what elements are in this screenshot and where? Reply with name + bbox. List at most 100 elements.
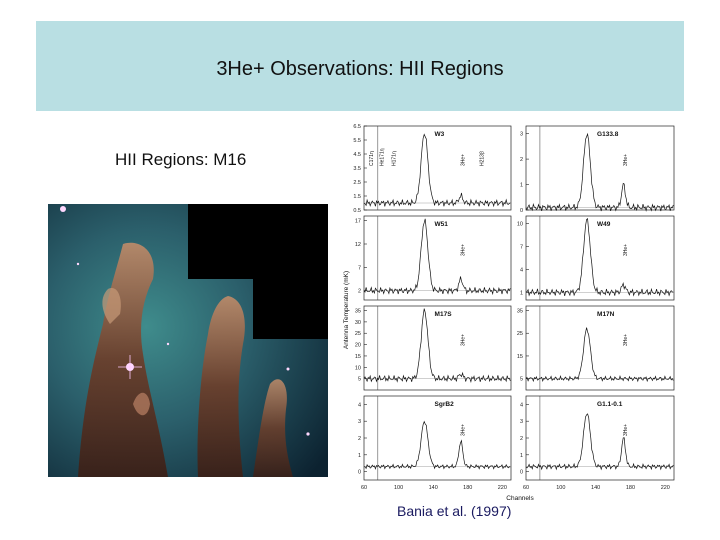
panel-name: G1.1-0.1: [597, 401, 623, 408]
y-tick-label: 12: [355, 242, 361, 248]
spectrum-line: [363, 308, 511, 384]
line-label: 3He+: [461, 424, 467, 436]
x-tick-label: 220: [498, 485, 507, 491]
spectrum-line: [363, 133, 511, 208]
y-tick-label: 1: [520, 183, 523, 189]
line-label: 3He+: [623, 154, 629, 166]
x-tick-label: 60: [361, 485, 367, 491]
spectrum-panel: 0 1 2 3 G133.8 3He+: [520, 125, 675, 214]
spectrum-panel: 1 4 7 10 W49 3He+: [517, 215, 675, 301]
line-label: He171η: [379, 148, 385, 166]
x-tick-label: 140: [429, 485, 438, 491]
y-tick-label: 0.5: [353, 208, 361, 214]
spectrum-panel: 0 1 2 3 4 G1.1-0.1 3He+: [520, 395, 675, 481]
y-tick-label: 1: [358, 453, 361, 459]
panel-name: M17N: [597, 311, 615, 318]
y-tick-label: 4.5: [353, 152, 361, 158]
y-tick-label: 1: [520, 453, 523, 459]
y-tick-label: 7: [520, 245, 523, 251]
panel-frame: [363, 125, 512, 211]
panel-name: W49: [597, 221, 611, 228]
y-tick-label: 35: [517, 309, 523, 315]
y-tick-label: 2: [520, 157, 523, 163]
y-tick-label: 10: [355, 365, 361, 371]
3he-spectra-chart: 0.5 1.5 2.5 3.5 4.5 5.5 6.5 W3 C171η He171η H171η 3…: [343, 124, 675, 500]
title-bar: 3He+ Observations: HII Regions: [36, 21, 684, 111]
panel-frame: [363, 305, 512, 391]
slide-subtitle: HII Regions: M16: [115, 150, 247, 169]
y-tick-label: 2: [520, 436, 523, 442]
y-tick-label: 3: [520, 132, 523, 138]
x-tick-label: 180: [626, 485, 635, 491]
y-tick-label: 0: [520, 208, 523, 214]
y-tick-label: 30: [355, 320, 361, 326]
panel-frame: [525, 215, 675, 301]
citation: Bania et al. (1997): [397, 503, 512, 519]
panel-name: SgrB2: [435, 401, 455, 408]
line-label: 3He+: [623, 424, 629, 436]
spectrum-line: [363, 218, 511, 296]
x-tick-label: 100: [394, 485, 403, 491]
x-tick-label: 100: [556, 485, 565, 491]
y-tick-label: 4: [520, 267, 523, 273]
y-tick-label: 3.5: [353, 166, 361, 172]
panel-frame: [525, 125, 675, 211]
y-tick-label: 7: [358, 265, 361, 271]
spectrum-line: [526, 218, 674, 297]
y-tick-label: 2.5: [353, 180, 361, 186]
y-tick-label: 3: [520, 419, 523, 425]
y-tick-label: 25: [517, 331, 523, 337]
spectrum-panel: 2 7 12 17 W51 3He+: [355, 215, 512, 301]
line-label: 3He+: [623, 244, 629, 256]
y-tick-label: 5: [520, 377, 523, 383]
y-tick-label: 15: [355, 354, 361, 360]
panel-name: M17S: [435, 311, 453, 318]
y-tick-label: 5: [358, 377, 361, 383]
x-tick-label: 220: [661, 485, 670, 491]
panel-name: G133.8: [597, 131, 619, 138]
line-label: 3He+: [461, 154, 467, 166]
y-tick-label: 4: [358, 402, 361, 408]
spectrum-panel: 0.5 1.5 2.5 3.5 4.5 5.5 6.5 W3 C171η He171η H171η 3…: [353, 124, 512, 214]
eagle-nebula-pillars-image: [48, 204, 328, 477]
line-label: C171η: [369, 151, 375, 166]
y-tick-label: 0: [520, 470, 523, 476]
spectrum-line: [525, 413, 674, 471]
y-tick-label: 5.5: [353, 138, 361, 144]
y-tick-label: 3: [358, 419, 361, 425]
spectrum-line: [525, 327, 674, 383]
slide-title: 3He+ Observations: HII Regions: [216, 58, 504, 80]
line-label: 3He+: [623, 334, 629, 346]
panel-frame: [525, 305, 675, 391]
y-tick-label: 0: [358, 470, 361, 476]
panel-name: W3: [435, 131, 445, 138]
x-tick-label: 140: [591, 485, 600, 491]
spectrum-panel: 5 15 25 35 M17N 3He+: [517, 305, 675, 391]
y-tick-label: 1.5: [353, 194, 361, 200]
y-tick-label: 2: [358, 289, 361, 295]
spectrum-line: [525, 132, 674, 212]
y-tick-label: 10: [517, 222, 523, 228]
spectrum-line: [363, 420, 511, 470]
line-label: 3He+: [461, 244, 467, 256]
spectrum-panel: 5 10 15 20 25 30 35 M17S 3He+: [355, 305, 512, 391]
y-tick-label: 4: [520, 402, 523, 408]
y-tick-label: 15: [517, 354, 523, 360]
panel-name: W51: [435, 221, 449, 228]
panel-frame: [363, 215, 512, 301]
y-tick-label: 1: [520, 290, 523, 296]
spectrum-panel: 0 1 2 3 4 SgrB2 3He+: [358, 395, 512, 481]
y-tick-label: 25: [355, 331, 361, 337]
y-tick-label: 6.5: [353, 124, 361, 130]
line-label: H171η: [391, 151, 397, 166]
y-tick-label: 17: [355, 219, 361, 225]
x-tick-label: 60: [523, 485, 529, 491]
x-axis-label: Channels: [506, 495, 534, 500]
line-label: 3He+: [461, 334, 467, 346]
y-tick-label: 2: [358, 436, 361, 442]
y-axis-label: Antenna Temperature (mK): [343, 271, 350, 349]
y-tick-label: 20: [355, 343, 361, 349]
line-label: H213β: [480, 151, 486, 166]
x-tick-label: 180: [463, 485, 472, 491]
y-tick-label: 35: [355, 309, 361, 315]
